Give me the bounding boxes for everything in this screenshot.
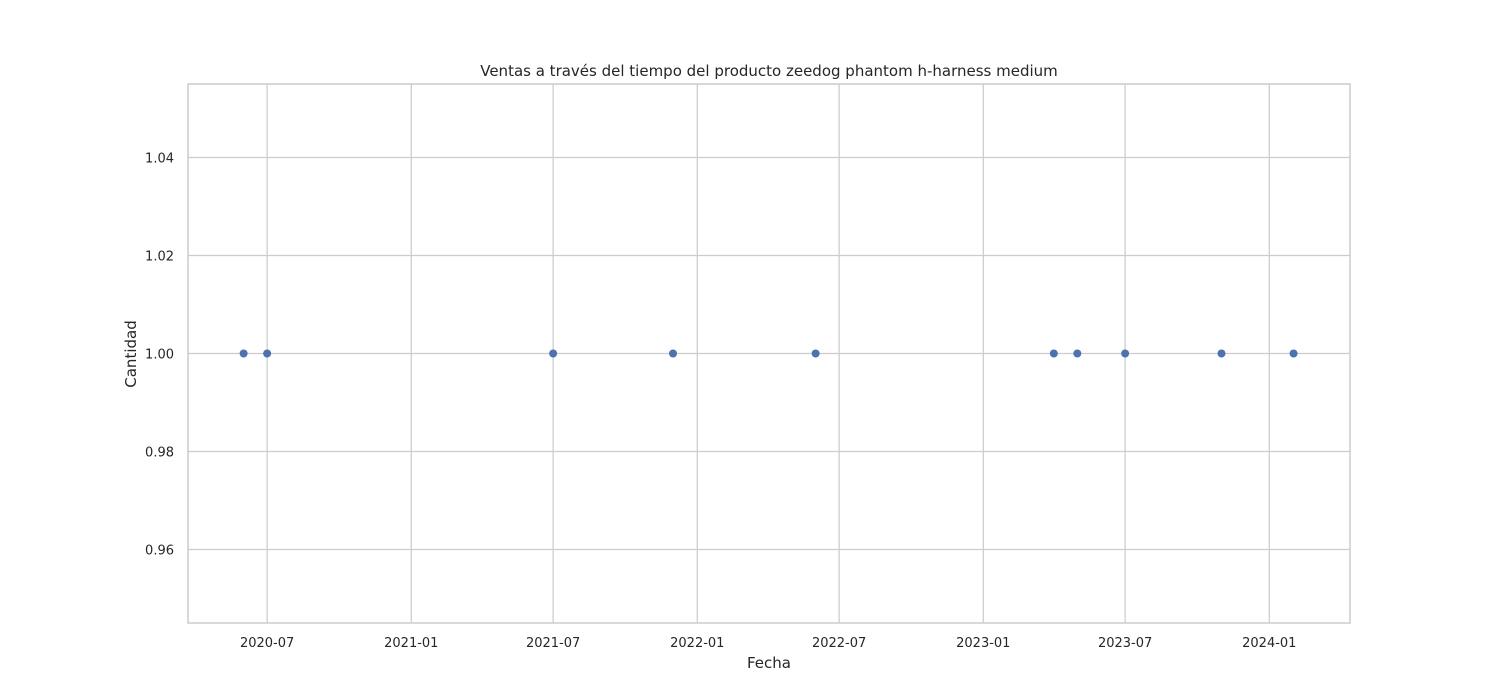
x-axis-label: Fecha xyxy=(747,654,791,672)
data-point xyxy=(549,349,558,358)
x-tick-label: 2022-07 xyxy=(812,636,866,651)
x-tick-label: 2022-01 xyxy=(670,636,724,651)
data-point xyxy=(1289,349,1298,358)
y-tick-label: 0.96 xyxy=(145,544,174,559)
x-tick-label: 2023-07 xyxy=(1098,636,1152,651)
y-tick-label: 0.98 xyxy=(145,446,174,461)
y-tick-label: 1.02 xyxy=(145,250,174,265)
data-point xyxy=(669,349,678,358)
y-tick-label: 1.04 xyxy=(145,152,174,167)
data-point xyxy=(239,349,248,358)
plot-area-frame xyxy=(187,83,1351,624)
x-tick-label: 2021-01 xyxy=(384,636,438,651)
data-point xyxy=(1121,349,1130,358)
data-point xyxy=(1073,349,1082,358)
data-points xyxy=(239,349,1298,358)
x-tick-label: 2020-07 xyxy=(240,636,294,651)
y-axis-label: Cantidad xyxy=(122,320,140,387)
data-point xyxy=(811,349,820,358)
grid xyxy=(188,84,1350,623)
x-tick-labels: 2020-07 2021-01 2021-07 2022-01 2022-07 2023-… xyxy=(240,636,1296,651)
x-tick-label: 2024-01 xyxy=(1242,636,1296,651)
data-point xyxy=(263,349,272,358)
chart-title: Ventas a través del tiempo del producto … xyxy=(480,62,1058,80)
x-tick-label: 2023-01 xyxy=(956,636,1010,651)
data-point xyxy=(1217,349,1226,358)
y-tick-labels: 0.96 0.98 1.00 1.02 1.04 xyxy=(145,152,174,559)
x-tick-label: 2021-07 xyxy=(526,636,580,651)
y-tick-label: 1.00 xyxy=(145,348,174,363)
data-point xyxy=(1049,349,1058,358)
